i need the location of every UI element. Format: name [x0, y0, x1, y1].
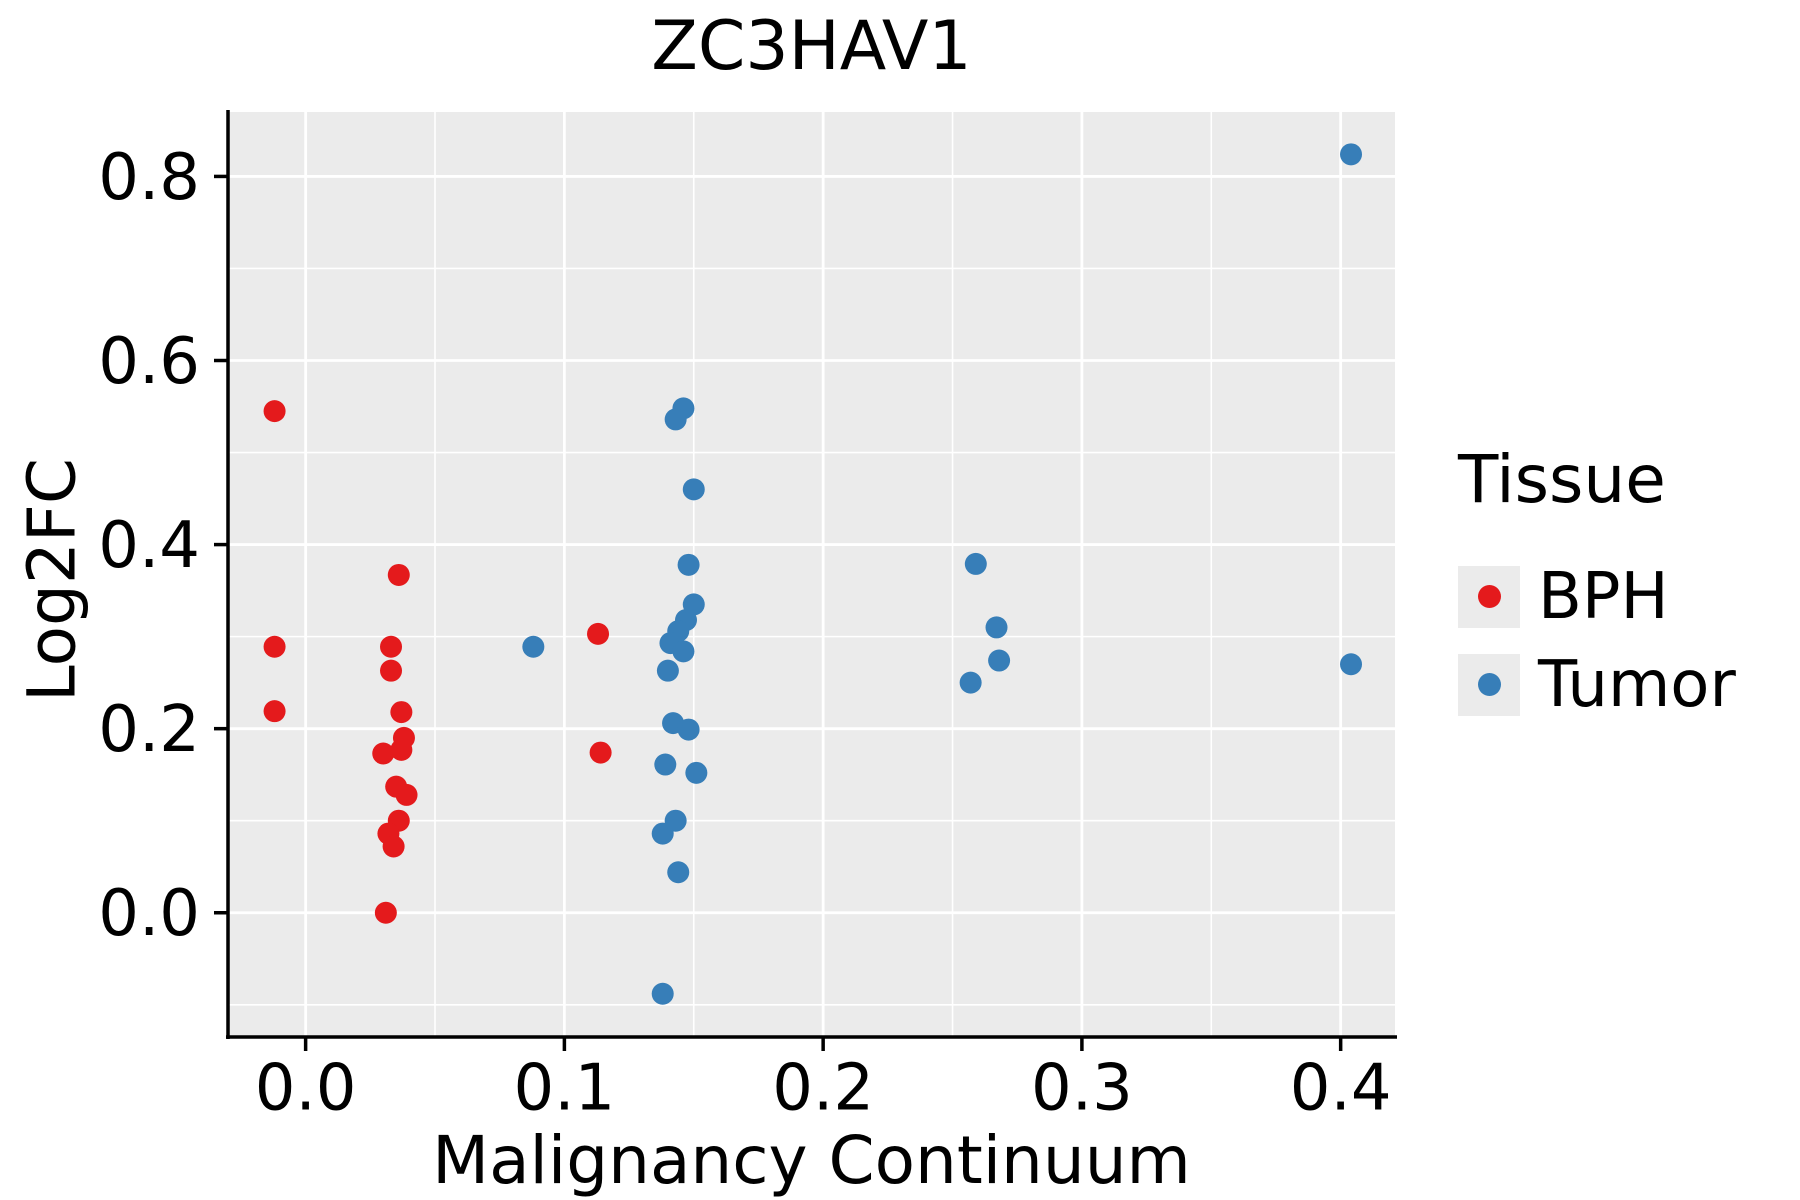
y-axis-label: Log2FC: [13, 458, 91, 702]
data-point-bph: [372, 742, 395, 765]
data-point-tumor: [656, 659, 679, 682]
y-tick-label: 0.2: [98, 693, 200, 767]
data-point-tumor: [522, 635, 545, 658]
data-point-tumor: [1340, 653, 1363, 676]
tumor-dot-icon: [1477, 673, 1501, 697]
data-point-tumor: [1340, 143, 1363, 166]
data-point-bph: [390, 701, 413, 724]
y-tick-label: 0.6: [98, 325, 200, 399]
data-point-tumor: [677, 553, 700, 576]
data-point-tumor: [651, 982, 674, 1005]
x-tick-label: 0.3: [1031, 1051, 1133, 1125]
data-point-tumor: [988, 649, 1011, 672]
data-point-tumor: [667, 861, 690, 884]
x-tick-label: 0.2: [772, 1051, 874, 1125]
data-point-tumor: [651, 822, 674, 845]
legend-entry-bph: BPH: [1458, 560, 1736, 634]
legend-entry-label: BPH: [1538, 559, 1669, 634]
data-point-bph: [263, 400, 286, 423]
bph-dot-icon: [1477, 585, 1501, 609]
x-tick-label: 0.1: [513, 1051, 615, 1125]
y-tick-label: 0.0: [98, 877, 200, 951]
data-point-tumor: [685, 761, 708, 784]
legend-entry-label: Tumor: [1538, 647, 1736, 722]
data-point-bph: [263, 635, 286, 658]
data-point-bph: [382, 835, 405, 858]
legend-entry-tumor: Tumor: [1458, 648, 1736, 722]
legend-key: [1458, 653, 1520, 716]
data-point-bph: [380, 659, 403, 682]
data-point-tumor: [985, 616, 1008, 639]
x-axis-label: Malignancy Continuum: [432, 1122, 1191, 1199]
data-point-bph: [380, 635, 403, 658]
chart-title: ZC3HAV1: [651, 7, 972, 86]
data-point-tumor: [964, 552, 987, 575]
y-tick-label: 0.4: [98, 509, 200, 583]
data-point-bph: [395, 783, 418, 806]
legend-key: [1458, 565, 1520, 628]
data-point-tumor: [682, 478, 705, 501]
y-tick-label: 0.8: [98, 141, 200, 215]
data-point-bph: [374, 901, 397, 924]
data-point-tumor: [677, 718, 700, 741]
data-point-tumor: [654, 753, 677, 776]
x-tick-label: 0.0: [255, 1051, 357, 1125]
plot-panel: [228, 112, 1395, 1037]
data-point-bph: [390, 738, 413, 761]
data-point-bph: [587, 622, 610, 645]
x-tick-label: 0.4: [1290, 1051, 1392, 1125]
data-point-bph: [387, 563, 410, 586]
data-point-bph: [263, 700, 286, 723]
legend-title: Tissue: [1458, 441, 1666, 518]
data-point-tumor: [672, 640, 695, 663]
data-point-tumor: [664, 408, 687, 431]
legend: Tissue BPH Tumor: [1458, 442, 1736, 722]
data-point-tumor: [959, 671, 982, 694]
data-point-bph: [589, 741, 612, 764]
